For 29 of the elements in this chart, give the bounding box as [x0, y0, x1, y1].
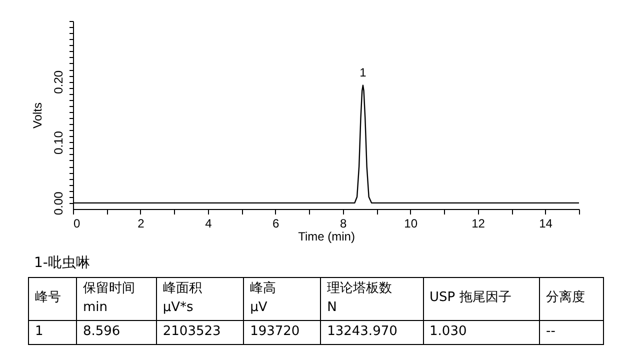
text: 保留时间 min: [76, 278, 156, 320]
x-tick-label: 8: [340, 216, 348, 230]
text: 峰号: [28, 278, 76, 320]
x-tick-label: 14: [539, 216, 553, 230]
text: 1-吡虫啉: [34, 254, 90, 272]
text: --: [540, 320, 604, 344]
y-tick-label: 0.20: [52, 70, 66, 94]
y-axis-title: Volts: [30, 102, 44, 129]
x-tick-label: 6: [272, 216, 280, 230]
text: 峰面积 µV*s: [156, 278, 244, 320]
x-tick-label: 10: [404, 216, 418, 230]
x-tick-label: 12: [472, 216, 486, 230]
x-tick-label: 0: [74, 216, 80, 230]
text: 1: [28, 320, 76, 344]
text: 峰高 µV: [244, 278, 321, 320]
y-tick-label: 0.00: [52, 191, 66, 216]
text: USP 拖尾因子: [423, 278, 540, 320]
text: 193720: [244, 320, 321, 344]
text: 13243.970: [320, 320, 424, 344]
x-axis-title: Time (min): [298, 230, 355, 244]
x-tick-label: 4: [205, 216, 212, 230]
text: 分离度: [540, 278, 604, 320]
annotation: 1: [360, 65, 367, 80]
text: 8.596: [76, 320, 156, 344]
y-tick-label: 0.10: [52, 130, 66, 154]
text: 2103523: [156, 320, 244, 344]
text: 理论塔板数 N: [320, 278, 424, 320]
text: 1.030: [423, 320, 540, 344]
x-tick-label: 2: [138, 216, 145, 230]
